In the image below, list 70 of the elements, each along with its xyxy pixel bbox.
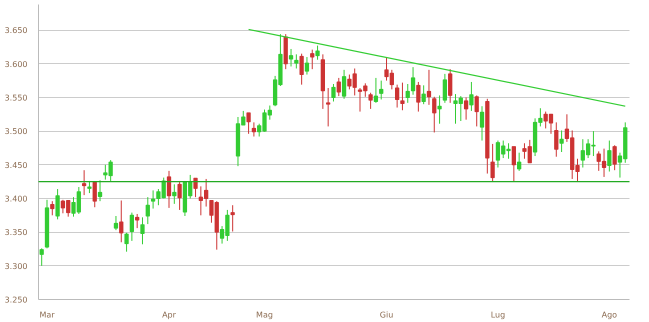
y-tick-label: 3.250	[4, 296, 28, 304]
candlestick	[422, 84, 426, 105]
x-tick-label: Mar	[39, 310, 56, 320]
x-tick-label: Lug	[490, 310, 506, 320]
candlestick	[474, 94, 479, 127]
candlestick	[490, 143, 495, 182]
candlestick	[140, 216, 145, 245]
candlestick	[87, 180, 92, 194]
candlestick	[469, 81, 474, 112]
candlestick	[166, 170, 172, 208]
candlestick	[426, 69, 432, 106]
candlestick	[464, 96, 468, 120]
candlestick	[50, 200, 54, 216]
x-tick-label: Giu	[380, 310, 394, 320]
candlestick	[416, 81, 420, 112]
candlestick	[559, 130, 564, 152]
candlestick	[230, 204, 235, 232]
candlestick	[294, 54, 298, 69]
candlestick	[299, 53, 304, 86]
candlestick	[177, 180, 182, 210]
candlestick	[252, 122, 256, 138]
candlestick	[82, 170, 86, 196]
y-tick-label: 3.550	[4, 93, 28, 102]
x-tick-label: Mag	[256, 310, 273, 320]
y-tick-label: 3.450	[4, 160, 28, 170]
candlestick	[554, 122, 558, 158]
candlestick	[119, 200, 124, 243]
candlestick	[40, 248, 44, 266]
candlestick	[394, 84, 400, 108]
candlestick	[146, 196, 150, 225]
candlestick	[326, 88, 330, 127]
candlestick	[342, 69, 346, 100]
candlestick	[55, 188, 60, 220]
y-tick-label: 3.400	[4, 194, 28, 204]
candlestick	[480, 106, 484, 142]
x-tick-label: Apr	[162, 310, 177, 320]
candlestick	[331, 83, 336, 102]
candlestick	[512, 146, 516, 182]
candlestick	[379, 80, 384, 100]
candlestick	[607, 140, 612, 172]
candlestick	[437, 94, 442, 124]
candlestick	[135, 213, 140, 229]
candlestick	[336, 77, 341, 97]
candlestick	[304, 56, 310, 76]
candlestick	[400, 82, 405, 111]
candlestick	[172, 184, 176, 204]
candlestick	[310, 49, 314, 70]
y-tick-label: 3.500	[4, 127, 28, 136]
candlestick	[612, 144, 617, 171]
y-tick-label: 3.600	[4, 60, 28, 69]
y-tick-label: 3.650	[4, 26, 28, 36]
candlestick	[442, 73, 448, 104]
candlestick	[315, 45, 320, 60]
candlestick	[98, 180, 102, 202]
candlestick	[130, 212, 134, 242]
candlestick	[406, 83, 410, 104]
candlestick	[517, 152, 522, 172]
candlestick	[92, 182, 97, 208]
y-tick-label: 3.300	[4, 262, 28, 271]
candlestick	[410, 66, 416, 96]
candlestick	[368, 92, 373, 110]
candlestick	[124, 232, 129, 252]
candlestick	[114, 215, 118, 231]
candlestick	[288, 48, 294, 67]
candlestick	[432, 96, 436, 133]
y-tick-label: 3.350	[4, 228, 28, 238]
candlestick	[448, 68, 452, 104]
candlestick	[374, 77, 378, 104]
candlestick	[246, 112, 251, 134]
x-tick-label: Ago	[602, 310, 618, 320]
